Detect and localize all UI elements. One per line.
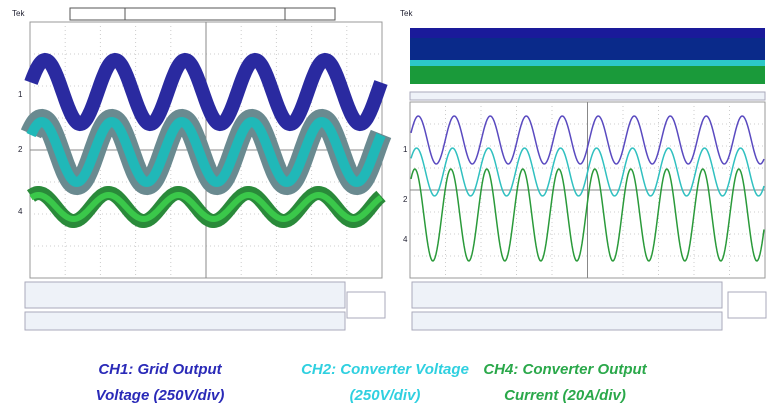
- info-panel: [25, 282, 345, 308]
- channel-marker: 4: [403, 235, 408, 244]
- caption: Voltage (250V/div): [96, 387, 225, 404]
- zoom-band: [410, 66, 765, 84]
- caption: CH1: Grid Output: [98, 361, 222, 378]
- channel-marker: 2: [403, 195, 408, 204]
- caption: (250V/div): [350, 387, 421, 404]
- info-panel: [412, 282, 722, 308]
- figure: Tek 1 2 4 Tek 1 2 4 CH1: Grid Output Vol…: [0, 0, 767, 408]
- time-panel: [347, 292, 385, 318]
- time-panel: [728, 292, 766, 318]
- caption: Current (20A/div): [504, 387, 626, 404]
- brand: Tek: [400, 9, 413, 18]
- channel-marker: 2: [18, 145, 23, 154]
- channel-marker: 1: [18, 90, 23, 99]
- channel-marker: 4: [18, 207, 23, 216]
- caption: CH2: Converter Voltage: [301, 361, 469, 378]
- zoom-band: [410, 60, 765, 66]
- channel-marker: 1: [403, 145, 408, 154]
- zoom-band: [410, 28, 765, 38]
- measure-panel: [25, 312, 345, 330]
- zoom-info: [410, 92, 765, 100]
- measure-panel: [412, 312, 722, 330]
- caption: CH4: Converter Output: [483, 361, 647, 378]
- zoom-band: [410, 38, 765, 60]
- brand: Tek: [12, 9, 25, 18]
- record-bar: [70, 8, 335, 20]
